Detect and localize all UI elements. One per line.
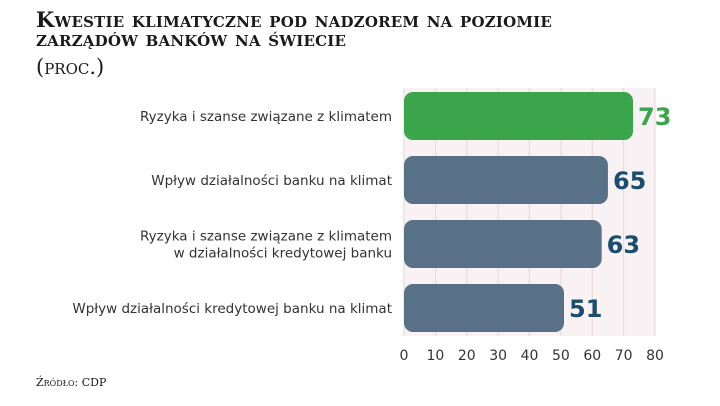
x-tick-label: 70 [615, 348, 633, 364]
category-label: Ryzyka i szanse związane z klimatem [140, 109, 392, 125]
x-tick-label: 10 [426, 348, 444, 364]
data-label: 51 [569, 295, 602, 323]
category-label: Wpływ działalności kredytowej banku na k… [72, 301, 392, 317]
x-tick-label: 0 [400, 348, 409, 364]
x-tick-label: 30 [489, 348, 507, 364]
data-label: 65 [613, 167, 646, 195]
chart-title: Kwestie klimatyczne pod nadzorem na pozi… [36, 7, 553, 51]
category-label: w działalności kredytowej banku [174, 246, 392, 262]
x-tick-label: 20 [458, 348, 476, 364]
x-tick-label: 60 [583, 348, 601, 364]
chart-subtitle: (proc.) [36, 55, 105, 79]
x-tick-label: 40 [521, 348, 539, 364]
x-tick-label: 50 [552, 348, 570, 364]
bar [404, 284, 565, 332]
x-tick-label: 80 [646, 348, 664, 364]
source-note: Źródło: CDP [36, 376, 107, 389]
bar [404, 156, 608, 204]
bar [404, 220, 602, 268]
bar-highlight [404, 92, 634, 140]
category-label: Wpływ działalności banku na klimat [151, 173, 392, 189]
data-label: 63 [607, 231, 640, 259]
data-label: 73 [638, 103, 671, 131]
category-label: Ryzyka i szanse związane z klimatem [140, 229, 392, 245]
